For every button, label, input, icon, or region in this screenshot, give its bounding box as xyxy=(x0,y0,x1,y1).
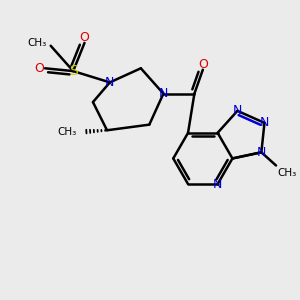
Text: N: N xyxy=(260,116,269,129)
Text: N: N xyxy=(159,87,168,100)
Text: CH₃: CH₃ xyxy=(278,167,297,178)
Text: CH₃: CH₃ xyxy=(27,38,46,48)
Text: N: N xyxy=(233,104,242,117)
Text: S: S xyxy=(69,64,78,78)
Text: O: O xyxy=(80,31,89,44)
Text: CH₃: CH₃ xyxy=(57,127,76,137)
Text: N: N xyxy=(105,76,115,89)
Text: N: N xyxy=(213,178,222,190)
Text: O: O xyxy=(34,62,44,75)
Text: O: O xyxy=(198,58,208,71)
Text: N: N xyxy=(257,146,266,159)
